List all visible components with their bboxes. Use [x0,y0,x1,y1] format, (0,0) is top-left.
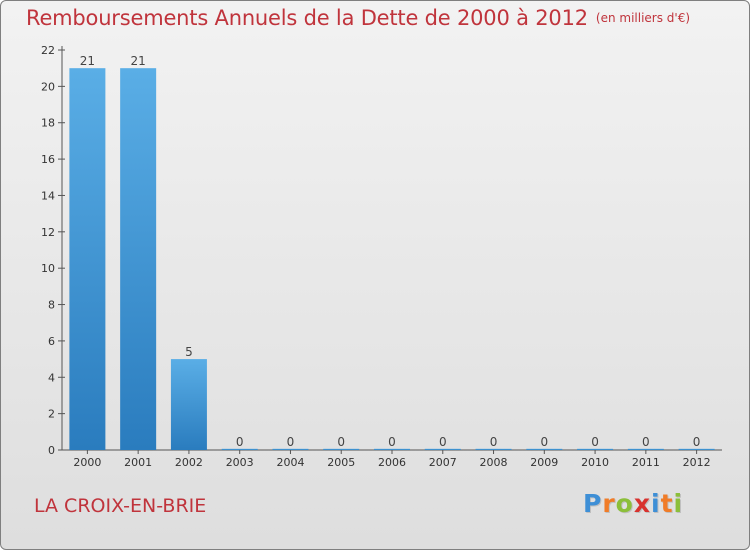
data-label: 0 [287,435,295,449]
bar [374,448,410,450]
bar [424,448,461,450]
logo-letter: P [583,489,603,518]
bar [69,68,106,450]
data-label: 0 [236,435,244,449]
logo-letter: i [651,489,661,518]
x-tick-label: 2005 [327,456,355,469]
x-tick-label: 2011 [632,456,660,469]
y-tick-label: 12 [41,226,55,239]
bar [323,448,360,450]
bar [577,448,614,450]
y-tick-label: 0 [48,444,55,457]
data-label: 21 [80,54,95,68]
bar [475,448,512,450]
x-tick-label: 2003 [226,456,254,469]
chart-title-text: Remboursements Annuels de la Dette de 20… [26,6,588,30]
y-tick-label: 6 [48,335,55,348]
y-tick-label: 8 [48,299,55,312]
proxiti-logo: Proxiti [583,489,683,518]
data-label: 0 [591,435,599,449]
x-tick-label: 2008 [480,456,508,469]
bar [221,448,258,450]
logo-letter: o [615,489,634,518]
data-label: 21 [131,54,146,68]
data-label: 0 [337,435,345,449]
x-tick-label: 2002 [175,456,203,469]
x-tick-label: 2006 [378,456,406,469]
x-tick-label: 2004 [276,456,304,469]
data-label: 0 [490,435,498,449]
y-tick-label: 4 [48,371,55,384]
y-tick-label: 22 [41,44,55,57]
bar [272,448,309,450]
logo-letter: i [673,489,684,518]
data-label: 5 [185,345,193,359]
data-label: 0 [439,435,447,449]
y-tick-label: 16 [41,153,55,166]
data-label: 0 [693,435,701,449]
bar [678,448,715,450]
bar [526,448,563,450]
x-tick-label: 2001 [124,456,152,469]
y-tick-label: 10 [41,262,55,275]
y-tick-label: 18 [41,117,55,130]
x-tick-label: 2010 [581,456,609,469]
bar [170,359,207,450]
data-label: 0 [642,435,650,449]
bar [120,68,157,450]
logo-letter: x [633,489,651,518]
logo-letter: r [602,489,616,518]
y-tick-label: 14 [41,189,55,202]
x-tick-label: 2009 [530,456,558,469]
logo-letter: t [660,489,674,518]
x-tick-label: 2007 [429,456,457,469]
data-label: 0 [388,435,396,449]
data-label: 0 [540,435,548,449]
y-tick-label: 20 [41,80,55,93]
y-tick-label: 2 [48,408,55,421]
x-tick-label: 2012 [683,456,711,469]
chart-title: Remboursements Annuels de la Dette de 20… [26,6,690,30]
x-tick-label: 2000 [73,456,101,469]
chart-unit: (en milliers d'€) [595,11,691,25]
commune-name: LA CROIX-EN-BRIE [34,495,207,517]
bar [627,448,664,450]
